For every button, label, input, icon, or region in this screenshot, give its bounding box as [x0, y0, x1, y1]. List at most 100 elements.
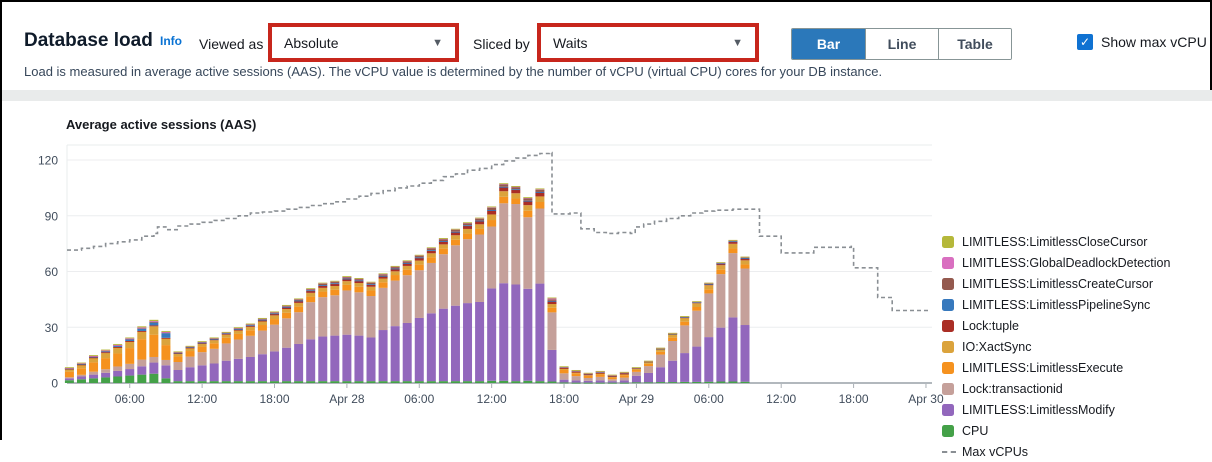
bar-segment [607, 376, 617, 378]
bar-segment [402, 275, 412, 323]
bar-segment [559, 373, 569, 380]
bar-segment [125, 341, 135, 349]
bar-segment [76, 364, 86, 369]
bar-segment [306, 290, 316, 292]
info-link[interactable]: Info [160, 34, 182, 48]
bar-segment [137, 328, 147, 331]
bar-segment [342, 278, 352, 282]
bar-segment [571, 371, 581, 374]
bar-segment [511, 204, 521, 285]
bar-segment [113, 343, 123, 345]
bar-segment [740, 258, 750, 261]
bar-segment [571, 373, 581, 377]
bar-segment [342, 284, 352, 291]
bar-segment [426, 250, 436, 254]
bar-segment [270, 311, 280, 313]
bar-segment [390, 275, 400, 281]
legend-label: LIMITLESS:LimitlessModify [962, 402, 1115, 417]
bar-segment [414, 254, 424, 256]
bar-segment [535, 192, 545, 197]
bar-segment [535, 188, 545, 190]
bar-segment [390, 268, 400, 272]
bar-segment [402, 322, 412, 382]
bar-segment [64, 380, 74, 383]
bar-segment [559, 367, 569, 369]
bar-segment [535, 381, 545, 383]
bar-segment [692, 381, 702, 383]
y-tick-label: 30 [45, 321, 59, 335]
bar-segment [740, 256, 750, 258]
bar-segment [354, 280, 364, 284]
bar-segment [656, 354, 666, 368]
bar-segment [463, 233, 473, 240]
bar-segment [414, 381, 424, 383]
bar-segment [245, 325, 255, 327]
bar-segment [270, 324, 280, 352]
bar-segment [631, 371, 641, 376]
series-swatch-icon [942, 424, 954, 437]
bar-segment [559, 366, 569, 368]
bar-segment [257, 330, 267, 355]
y-tick-label: 120 [38, 154, 58, 168]
bar-segment [89, 357, 99, 363]
bar-segment [656, 351, 666, 355]
table-view-button[interactable]: Table [938, 29, 1011, 59]
view-toggle-group: Bar Line Table [791, 28, 1012, 60]
bar-segment [704, 283, 714, 285]
line-view-button[interactable]: Line [865, 29, 938, 59]
bar-segment [221, 337, 231, 344]
sliced-by-select[interactable]: Waits ▼ [541, 27, 755, 58]
bar-segment [523, 200, 533, 202]
bar-segment [535, 208, 545, 284]
bar-segment [414, 260, 424, 265]
bar-segment [692, 301, 702, 303]
bar-view-button[interactable]: Bar [792, 29, 865, 59]
bar-segment [245, 323, 255, 325]
show-max-vcpu-checkbox[interactable]: ✓ [1077, 34, 1093, 50]
bar-segment [233, 329, 243, 331]
bar-segment [499, 183, 509, 185]
bar-segment [149, 373, 159, 383]
bar-segment [354, 280, 364, 282]
bar-segment [680, 321, 690, 326]
bar-segment [221, 343, 231, 361]
bar-segment [270, 315, 280, 320]
bar-segment [76, 362, 86, 364]
bar-segment [450, 232, 460, 236]
bar-segment [631, 368, 641, 370]
bar-segment [233, 333, 243, 340]
bar-segment [511, 186, 521, 187]
bar-segment [64, 368, 74, 372]
bar-segment [173, 353, 183, 354]
bar-segment [704, 337, 714, 382]
bar-segment [535, 191, 545, 193]
show-max-vcpu-label: Show max vCPU [1101, 34, 1207, 50]
bar-segment [306, 290, 316, 293]
bar-segment [294, 298, 304, 300]
bar-segment [450, 235, 460, 240]
bar-segment [511, 193, 521, 199]
bar-segment [740, 268, 750, 326]
legend-label: Lock:transactionid [962, 381, 1063, 396]
bar-segment [342, 290, 352, 335]
bar-segment [270, 312, 280, 314]
bar-segment [342, 276, 352, 278]
bar-segment [535, 283, 545, 382]
bar-segment [101, 349, 111, 351]
bar-segment [463, 303, 473, 382]
bar-segment [475, 220, 485, 225]
bar-segment [209, 348, 219, 364]
bar-segment [366, 284, 376, 286]
bar-segment [547, 297, 557, 299]
bar-segment [402, 261, 412, 263]
series-swatch-icon [942, 235, 954, 248]
bar-segment [125, 338, 135, 340]
db-load-chart-card: Average active sessions (AAS) 0 30 60 90 120… [2, 101, 1212, 459]
series-swatch-icon [942, 340, 954, 353]
bar-segment [595, 382, 605, 384]
bar-segment [113, 344, 123, 346]
viewed-as-select[interactable]: Absolute ▼ [272, 27, 455, 58]
bar-segment [245, 325, 255, 327]
bar-segment [523, 380, 533, 383]
bar-segment [173, 356, 183, 363]
